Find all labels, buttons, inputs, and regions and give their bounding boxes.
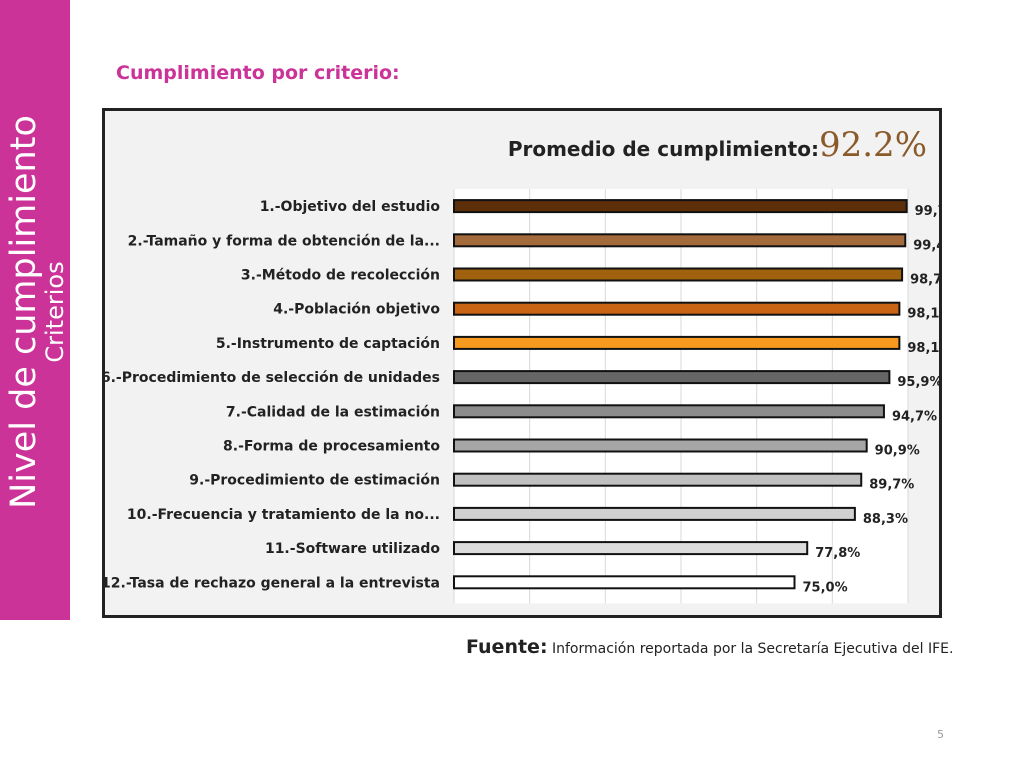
category-label-5: 5.-Instrumento de captación — [216, 336, 440, 352]
sidebar-band: Nivel de cumplimiento Criterios — [0, 0, 70, 620]
bar-1 — [453, 199, 908, 214]
value-label-1: 99,7% — [915, 204, 939, 219]
source-label: Fuente: — [466, 636, 548, 658]
value-label-6: 95,9% — [897, 375, 939, 390]
category-label-6: 6.-Procedimiento de selección de unidade… — [105, 370, 440, 386]
category-label-4: 4.-Población objetivo — [273, 302, 440, 318]
value-label-8: 90,9% — [875, 444, 920, 459]
chart-frame: 1.-Objetivo del estudio 99,7% 2.-Tamaño y … — [102, 108, 942, 618]
sidebar-title: Nivel de cumplimiento Criterios — [4, 52, 69, 572]
page-number: 5 — [937, 728, 944, 741]
bar-5 — [453, 335, 901, 350]
bar-10 — [453, 506, 856, 521]
bar-chart: 1.-Objetivo del estudio 99,7% 2.-Tamaño y … — [105, 189, 939, 604]
category-label-9: 9.-Procedimiento de estimación — [189, 473, 440, 489]
value-label-5: 98,1% — [907, 341, 939, 356]
value-label-9: 89,7% — [869, 478, 914, 493]
bar-11 — [453, 541, 809, 556]
section-title: Cumplimiento por criterio: — [116, 62, 400, 84]
source-note: Fuente: Información reportada por la Sec… — [466, 636, 953, 658]
category-label-2: 2.-Tamaño y forma de obtención de la... — [128, 233, 440, 249]
category-label-3: 3.-Método de recolección — [241, 268, 440, 284]
chart-title-value: 92.2% — [818, 125, 927, 165]
category-label-10: 10.-Frecuencia y tratamiento de la no... — [127, 507, 440, 523]
value-label-7: 94,7% — [892, 409, 937, 424]
value-label-3: 98,7% — [910, 273, 939, 288]
bar-8 — [453, 438, 868, 453]
value-label-2: 99,4% — [913, 238, 939, 253]
bar-7 — [453, 404, 885, 419]
source-text: Información reportada por la Secretaría … — [552, 641, 954, 657]
category-label-8: 8.-Forma de procesamiento — [223, 439, 440, 455]
sidebar-title-sub: Criterios — [41, 261, 69, 363]
value-label-12: 75,0% — [803, 580, 848, 595]
bar-6 — [453, 370, 891, 385]
bar-4 — [453, 301, 901, 316]
value-label-4: 98,1% — [907, 307, 939, 322]
bar-12 — [453, 575, 796, 590]
category-label-1: 1.-Objetivo del estudio — [260, 199, 441, 215]
category-label-7: 7.-Calidad de la estimación — [226, 404, 440, 420]
bar-2 — [453, 233, 907, 248]
bar-9 — [453, 472, 863, 487]
category-label-11: 11.-Software utilizado — [265, 541, 440, 557]
chart-title-label: Promedio de cumplimiento: — [507, 137, 819, 161]
value-label-10: 88,3% — [863, 512, 908, 527]
chart-title: Promedio de cumplimiento:92.2% — [508, 125, 927, 165]
bar-3 — [453, 267, 904, 282]
value-label-11: 77,8% — [815, 546, 860, 561]
category-label-12: 12.-Tasa de rechazo general a la entrevi… — [105, 575, 440, 591]
sidebar-title-main: Nivel de cumplimiento — [4, 115, 44, 509]
